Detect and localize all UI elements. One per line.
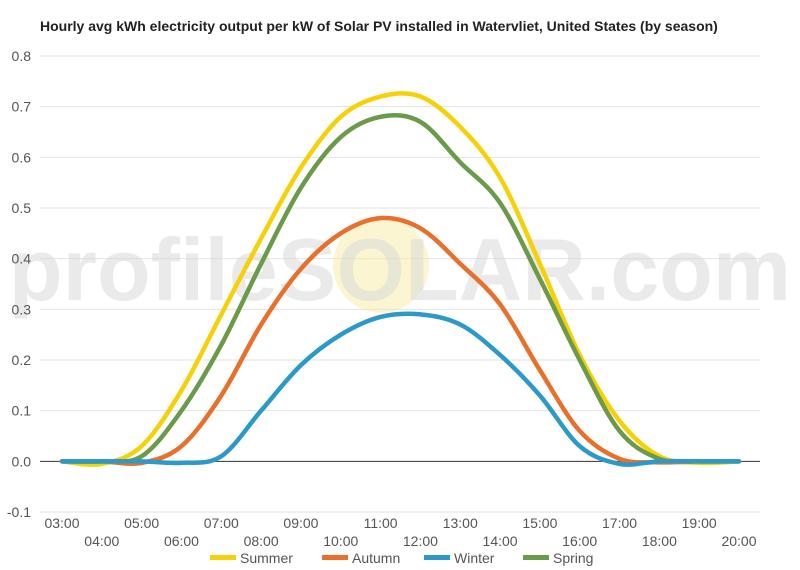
y-tick-label: 0.5: [12, 200, 32, 216]
legend-label-spring: Spring: [553, 550, 593, 566]
x-tick-label: 13:00: [443, 515, 478, 531]
y-tick-label: -0.1: [7, 504, 31, 520]
series-line-winter: [59, 311, 742, 467]
x-tick-label: 15:00: [522, 515, 557, 531]
y-tick-label: 0.0: [12, 453, 32, 469]
watermark-layer: profileSOLAR.com: [9, 217, 791, 319]
y-tick-label: 0.3: [12, 301, 32, 317]
y-tick-label: 0.6: [12, 149, 32, 165]
x-tick-label: 03:00: [44, 515, 79, 531]
x-tick-label: 12:00: [403, 533, 438, 549]
y-tick-label: 0.1: [12, 403, 32, 419]
legend-label-autumn: Autumn: [352, 550, 400, 566]
y-axis-ticks: -0.1 0.0 0.1 0.2 0.3 0.4 0.5 0.6 0.7 0.8: [7, 48, 31, 520]
watermark-text: profileSOLAR.com: [9, 220, 791, 319]
x-tick-label: 05:00: [124, 515, 159, 531]
x-tick-label: 11:00: [364, 515, 398, 531]
legend: Summer Autumn Winter Spring: [210, 550, 593, 566]
x-tick-label: 14:00: [483, 533, 518, 549]
x-tick-label: 09:00: [283, 515, 318, 531]
x-tick-label: 10:00: [323, 533, 358, 549]
grid-layer: [40, 55, 760, 513]
x-tick-label: 20:00: [721, 533, 756, 549]
legend-label-summer: Summer: [240, 550, 293, 566]
y-tick-label: 0.8: [12, 48, 32, 64]
y-tick-label: 0.4: [12, 251, 32, 267]
x-tick-label: 06:00: [164, 533, 199, 549]
legend-swatch-winter: [424, 555, 450, 560]
x-tick-label: 16:00: [562, 533, 597, 549]
legend-swatch-spring: [523, 555, 549, 560]
watermark-sun-icon: [333, 217, 429, 313]
x-tick-label: 07:00: [204, 515, 239, 531]
x-tick-label: 17:00: [602, 515, 637, 531]
legend-label-winter: Winter: [454, 550, 495, 566]
legend-swatch-autumn: [322, 555, 348, 560]
x-tick-label: 04:00: [84, 533, 119, 549]
series-layer: [59, 91, 742, 467]
x-tick-label: 08:00: [244, 533, 279, 549]
legend-swatch-summer: [210, 555, 236, 560]
series-line-summer: [59, 91, 742, 467]
y-tick-label: 0.2: [12, 352, 32, 368]
y-tick-label: 0.7: [12, 99, 32, 115]
chart-title: Hourly avg kWh electricity output per kW…: [40, 18, 718, 34]
x-tick-label: 19:00: [682, 515, 717, 531]
series-line-spring: [59, 113, 742, 465]
x-tick-label: 18:00: [642, 533, 677, 549]
series-line-autumn: [59, 215, 742, 466]
